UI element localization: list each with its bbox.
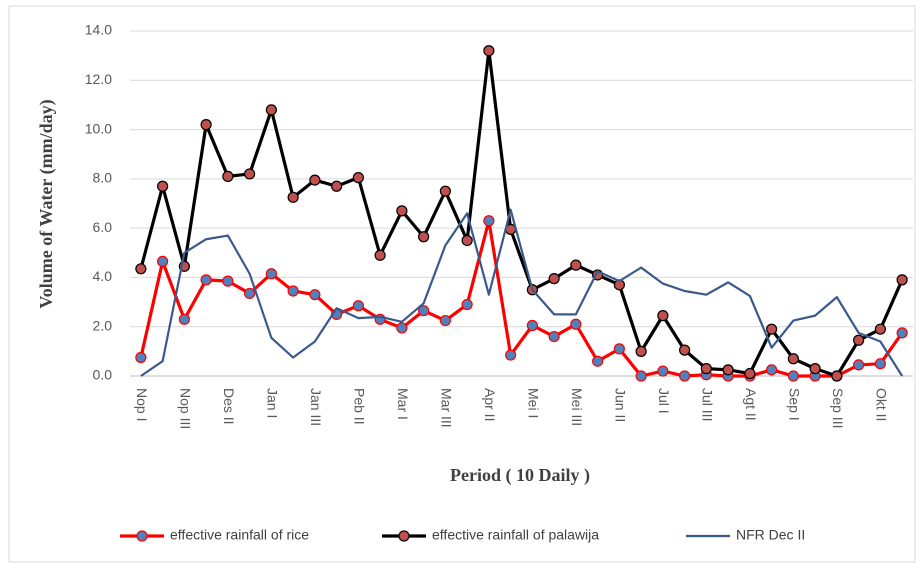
legend-label: NFR Dec II: [736, 527, 805, 543]
data-point: [439, 185, 451, 197]
x-tick-label: Mei III: [569, 388, 585, 426]
data-point: [309, 289, 321, 301]
data-point: [418, 305, 430, 317]
x-tick-label: Jun II: [613, 388, 629, 422]
data-point: [766, 323, 778, 335]
x-tick-label: Des II: [221, 388, 237, 425]
data-point: [135, 351, 147, 364]
data-point: [700, 363, 712, 375]
x-axis-title: Period ( 10 Daily ): [450, 465, 590, 486]
x-tick-label: Mar III: [439, 388, 455, 428]
data-point: [331, 180, 343, 192]
data-point: [679, 370, 691, 382]
data-point: [244, 287, 256, 300]
data-point: [831, 370, 843, 382]
data-point: [287, 285, 299, 297]
data-point: [874, 358, 886, 370]
data-point: [635, 345, 647, 357]
data-point: [613, 279, 625, 291]
data-point: [483, 215, 495, 227]
data-point: [526, 319, 538, 332]
data-point: [287, 191, 299, 203]
y-tick-label: 14.0: [85, 22, 112, 38]
data-point: [679, 344, 691, 356]
legend-marker: [136, 530, 148, 542]
data-point: [657, 310, 669, 322]
data-point: [396, 205, 408, 217]
data-point: [157, 255, 169, 268]
data-point: [461, 234, 473, 247]
x-tick-label: Sep III: [830, 388, 846, 428]
data-point: [548, 273, 560, 285]
y-axis-title: Volume of Water (mm/day): [36, 99, 57, 308]
data-point: [461, 298, 473, 311]
data-point: [244, 168, 256, 180]
x-tick-label: Peb II: [352, 388, 368, 425]
data-point: [222, 170, 234, 182]
y-tick-label: 6.0: [93, 219, 113, 235]
data-point: [396, 322, 408, 334]
chart-frame: [8, 5, 916, 563]
data-point: [809, 363, 821, 375]
data-point: [439, 314, 451, 327]
x-tick-label: Apr II: [482, 388, 498, 421]
data-point: [222, 275, 234, 287]
data-point: [352, 172, 364, 184]
x-tick-label: Jul III: [700, 388, 716, 421]
x-tick-label: Agt II: [743, 388, 759, 421]
data-point: [178, 313, 190, 325]
data-point: [505, 349, 517, 361]
data-point: [766, 364, 778, 376]
data-point: [570, 259, 582, 271]
y-tick-label: 10.0: [85, 120, 112, 136]
series-line: [140, 208, 904, 377]
y-tick-label: 12.0: [85, 71, 112, 87]
x-tick-label: Sep I: [787, 388, 803, 421]
data-point: [352, 300, 364, 312]
data-point: [722, 364, 734, 376]
y-tick-label: 8.0: [93, 170, 113, 186]
data-point: [896, 327, 908, 339]
data-point: [548, 330, 560, 343]
y-tick-label: 2.0: [93, 317, 113, 333]
series-line: [139, 49, 904, 378]
data-point: [635, 370, 647, 382]
x-tick-label: Nop III: [178, 388, 194, 429]
data-point: [309, 174, 321, 186]
data-point: [874, 323, 886, 335]
data-point: [483, 45, 495, 57]
data-point: [200, 274, 212, 286]
data-point: [896, 274, 908, 286]
legend-label: effective rainfall of palawija: [432, 527, 599, 543]
data-point: [200, 119, 212, 131]
data-point: [374, 249, 386, 261]
data-point: [787, 353, 799, 365]
data-point: [265, 268, 277, 280]
y-tick-label: 4.0: [93, 268, 113, 284]
y-tick-label: 0.0: [93, 367, 113, 383]
x-tick-label: Jan III: [308, 388, 324, 426]
data-point: [265, 104, 277, 116]
data-point: [592, 355, 604, 367]
data-point: [657, 365, 669, 377]
data-point: [570, 318, 582, 330]
data-point: [418, 231, 430, 243]
data-point: [135, 263, 147, 275]
data-point: [613, 343, 625, 355]
data-point: [787, 370, 799, 382]
x-tick-label: Nop I: [134, 388, 150, 421]
data-point: [744, 367, 756, 380]
x-tick-label: Mei I: [526, 388, 542, 418]
legend-marker: [398, 530, 410, 542]
x-tick-label: Jul I: [656, 388, 672, 414]
x-tick-label: Jan I: [265, 388, 281, 418]
data-point: [853, 334, 865, 346]
data-point: [853, 359, 865, 371]
x-tick-label: Okt II: [874, 388, 890, 421]
x-tick-label: Mar I: [395, 388, 411, 420]
data-point: [157, 180, 169, 192]
legend-label: effective rainfall of rice: [170, 527, 309, 543]
